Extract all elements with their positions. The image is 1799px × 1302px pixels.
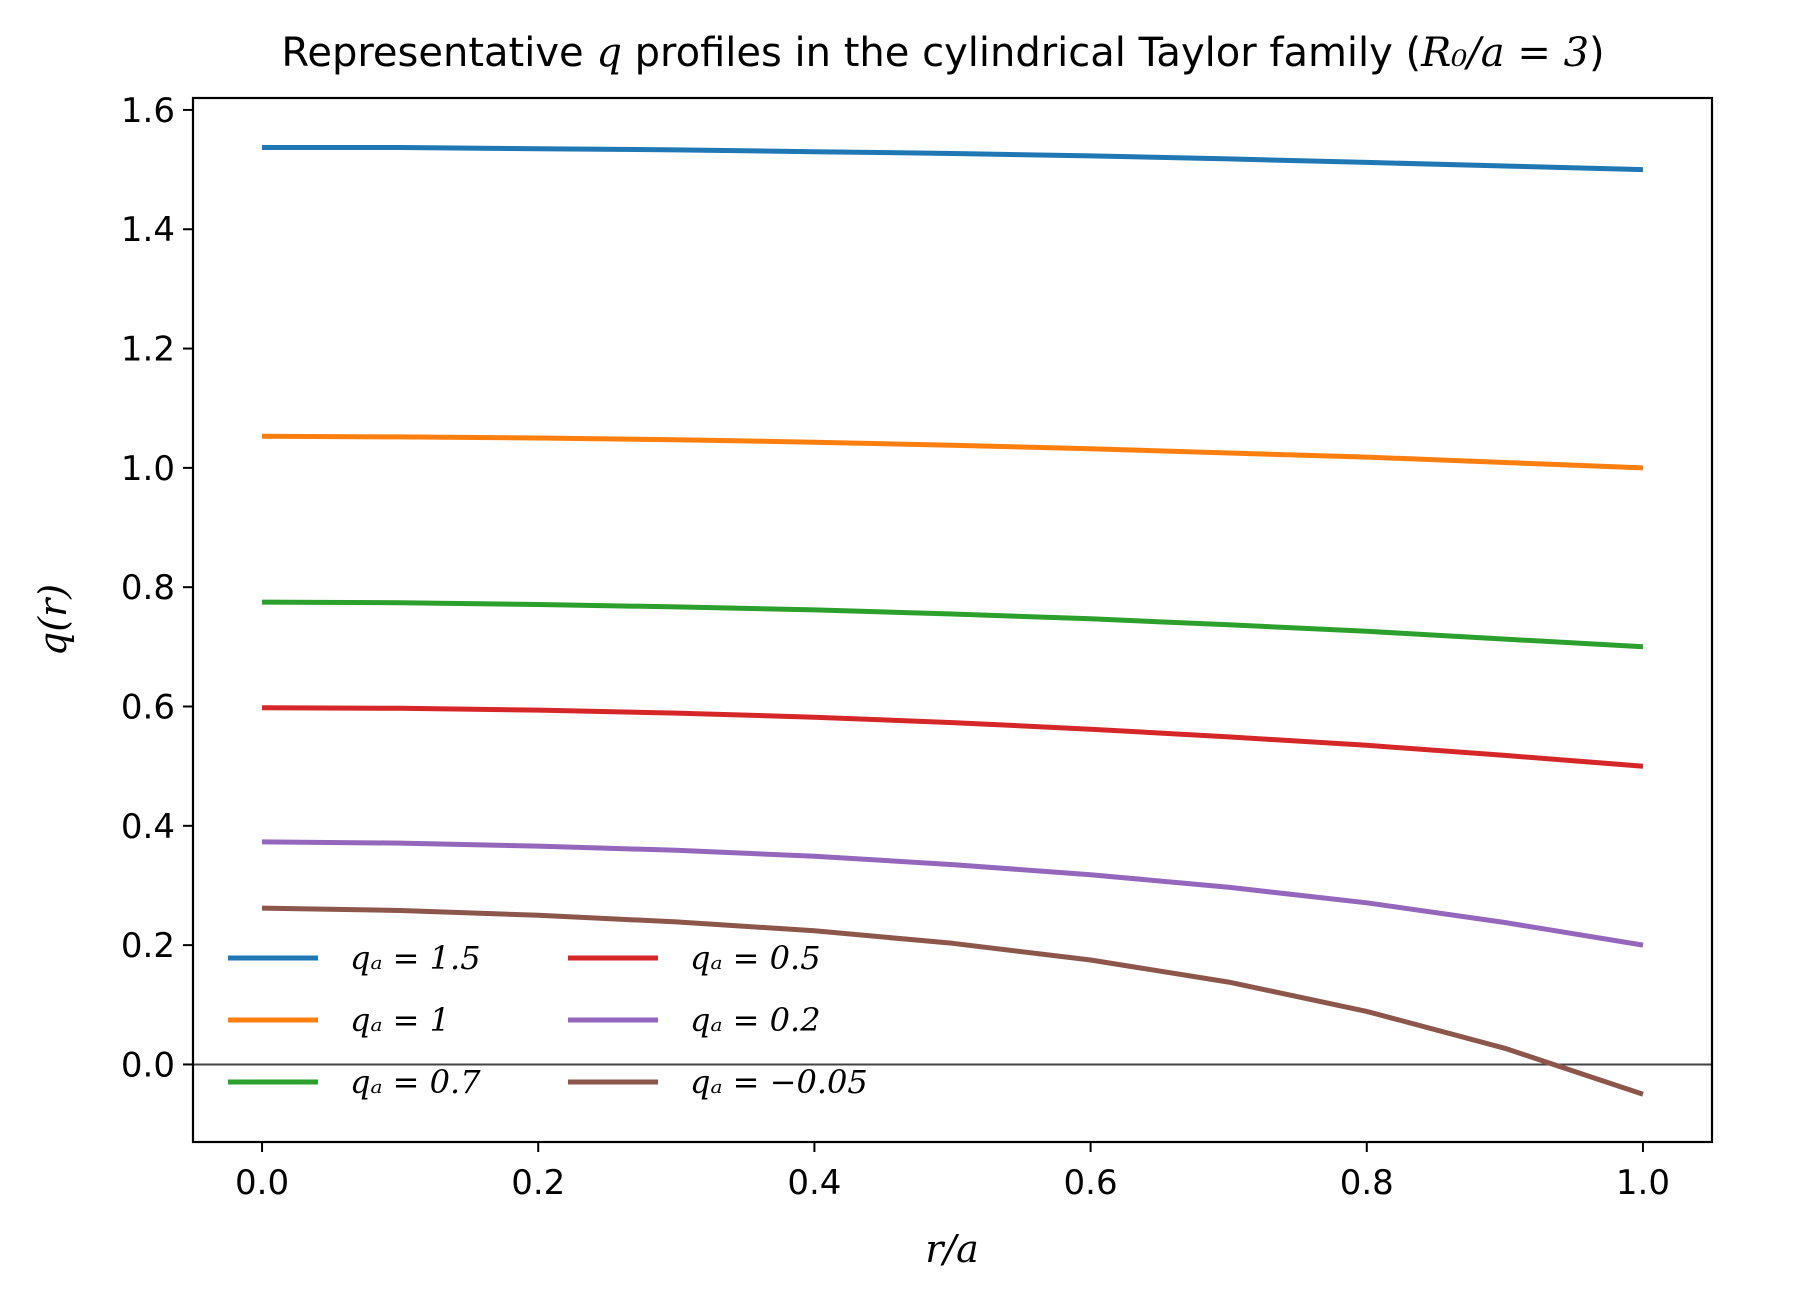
series-layer (261, 145, 1644, 1097)
y-tick-label: 1.4 (121, 210, 175, 250)
y-tick-label: 0.8 (121, 568, 175, 608)
legend: qₐ = 1.5 qₐ = 1 qₐ = 0.7 qₐ = 0.5 qₐ = 0.2 qₐ… (228, 939, 868, 1101)
x-tick-label: 1.0 (1616, 1163, 1670, 1203)
legend-label-4: qₐ = 0.5 (690, 939, 821, 977)
x-axis-ticks: 0.0 0.2 0.4 0.6 0.8 1.0 (235, 1142, 1670, 1203)
series-line-2 (261, 433, 1644, 471)
title-part-2: q (596, 30, 622, 76)
x-axis-label: r/a (925, 1227, 979, 1271)
legend-label-1: qₐ = 1.5 (350, 939, 481, 977)
legend-label-3: qₐ = 0.7 (350, 1063, 481, 1101)
y-tick-label: 0.0 (121, 1045, 175, 1085)
y-tick-label: 0.4 (121, 807, 175, 847)
axes-frame (191, 96, 1714, 1144)
y-tick-label: 0.6 (121, 688, 175, 728)
x-tick-label: 0.6 (1064, 1163, 1118, 1203)
x-tick-label: 0.2 (511, 1163, 565, 1203)
y-tick-label: 1.6 (121, 91, 175, 131)
title-part-4: R₀/a = 3 (1420, 30, 1589, 76)
series-line-1 (262, 145, 1644, 173)
legend-label-5: qₐ = 0.2 (690, 1001, 821, 1039)
legend-label-2: qₐ = 1 (350, 1001, 450, 1039)
x-tick-label: 0.0 (235, 1163, 289, 1203)
x-tick-label: 0.8 (1340, 1163, 1394, 1203)
x-tick-label: 0.4 (787, 1163, 841, 1203)
chart-title: Representative q profiles in the cylindr… (281, 30, 1604, 76)
series-line-4 (261, 705, 1644, 769)
series-line-6 (261, 905, 1644, 1097)
series-line-5 (261, 839, 1644, 948)
y-tick-label: 1.2 (121, 330, 175, 370)
legend-label-6: qₐ = −0.05 (690, 1063, 868, 1101)
y-axis-ticks: 0.0 0.2 0.4 0.6 0.8 1.0 1.2 1.4 1.6 (121, 91, 193, 1085)
title-part-3: profiles in the cylindrical Taylor famil… (622, 30, 1421, 76)
plot-area: 0.0 0.2 0.4 0.6 0.8 1.0 0.0 0.2 0.4 0.6 0.8 1.0 1.2… (121, 91, 1714, 1203)
title-part-1: Representative (281, 30, 596, 76)
series-line-3 (261, 599, 1644, 650)
title-part-5: ) (1589, 30, 1605, 76)
y-tick-label: 1.0 (121, 449, 175, 489)
y-axis-label: q(r) (31, 584, 75, 656)
y-tick-label: 0.2 (121, 926, 175, 966)
